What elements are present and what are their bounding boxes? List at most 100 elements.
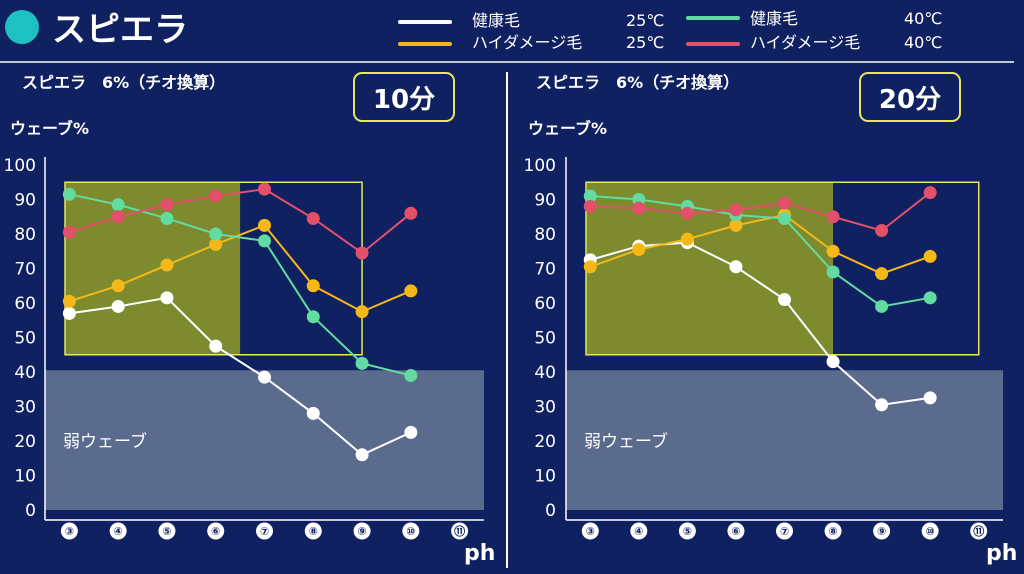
y-tick-label: 90 bbox=[14, 191, 36, 211]
x-tick-badge bbox=[630, 522, 648, 540]
y-tick-label: 30 bbox=[534, 398, 556, 418]
x-tick-label: ③ bbox=[65, 525, 74, 538]
x-tick-label: ④ bbox=[634, 525, 643, 538]
data-point bbox=[258, 182, 271, 196]
legend-temp: 25℃ bbox=[626, 11, 664, 30]
y-axis-label: ウェーブ% bbox=[528, 119, 607, 138]
data-point bbox=[923, 249, 937, 263]
x-tick-label: ⑪ bbox=[454, 524, 465, 538]
series-line-62dba0 bbox=[69, 193, 412, 377]
x-tick-badge bbox=[873, 522, 891, 540]
legend-name: ハイダメージ毛 bbox=[472, 33, 582, 52]
y-axis-label: ウェーブ% bbox=[10, 119, 89, 138]
data-point bbox=[62, 306, 76, 320]
data-point bbox=[826, 244, 840, 258]
data-point bbox=[404, 284, 418, 298]
x-tick-badge bbox=[207, 522, 225, 540]
title-dot-icon bbox=[5, 10, 39, 44]
data-point bbox=[160, 258, 174, 272]
y-tick-label: 10 bbox=[534, 467, 556, 487]
x-tick-label: ⑦ bbox=[780, 525, 789, 538]
x-tick-badge bbox=[970, 522, 988, 540]
x-tick-label: ⑨ bbox=[877, 525, 886, 538]
series-line-62dba0 bbox=[590, 195, 931, 308]
weak-wave-label: 弱ウェーブ bbox=[63, 431, 147, 452]
data-point bbox=[355, 356, 369, 370]
data-point bbox=[111, 299, 125, 313]
x-tick-badge bbox=[109, 522, 127, 540]
x-tick-label: ⑥ bbox=[211, 525, 220, 538]
series-line-f5b817 bbox=[69, 224, 412, 313]
y-tick-label: 0 bbox=[545, 501, 556, 521]
x-tick-badge bbox=[256, 522, 273, 540]
y-tick-label: 60 bbox=[534, 294, 556, 314]
x-tick-badge bbox=[921, 522, 939, 540]
x-tick-label: ⑩ bbox=[406, 525, 415, 538]
x-tick-badge bbox=[581, 522, 599, 540]
data-point bbox=[258, 370, 271, 384]
data-point bbox=[306, 211, 320, 225]
y-tick-label: 30 bbox=[14, 398, 36, 418]
x-axis-label: ph bbox=[986, 541, 1017, 566]
y-tick-label: 20 bbox=[534, 432, 556, 452]
legend-temp: 40℃ bbox=[904, 9, 942, 28]
weak-wave-zone bbox=[45, 370, 484, 510]
data-point bbox=[583, 199, 597, 213]
data-point bbox=[160, 198, 174, 212]
legend-name: 健康毛 bbox=[472, 11, 520, 30]
data-point bbox=[209, 237, 223, 251]
data-point bbox=[923, 391, 937, 405]
page-title: スピエラ bbox=[52, 10, 188, 50]
data-point bbox=[306, 310, 320, 324]
x-tick-badge bbox=[402, 522, 420, 540]
x-tick-label: ⑩ bbox=[926, 525, 935, 538]
data-point bbox=[923, 291, 937, 305]
chart-subtitle: スピエラ 6%（チオ換算） bbox=[22, 73, 225, 92]
x-tick-badge bbox=[353, 522, 371, 540]
data-point bbox=[404, 368, 418, 382]
data-point bbox=[404, 425, 418, 439]
data-point bbox=[258, 218, 271, 232]
chart-subtitle: スピエラ 6%（チオ換算） bbox=[536, 73, 739, 92]
x-tick-badge bbox=[776, 522, 793, 540]
x-tick-badge bbox=[304, 522, 322, 540]
legend-item-healthy-25: 健康毛 25℃ bbox=[398, 11, 664, 30]
chart-title-box bbox=[859, 72, 961, 122]
data-point bbox=[778, 211, 791, 225]
data-point bbox=[404, 206, 418, 220]
series-line-f5b817 bbox=[589, 214, 931, 275]
series-line-e2506a bbox=[69, 188, 412, 254]
optimal-zone-fill bbox=[65, 182, 241, 355]
data-point bbox=[160, 211, 174, 225]
x-tick-badge bbox=[727, 522, 745, 540]
data-point bbox=[680, 232, 694, 246]
data-point bbox=[729, 218, 743, 232]
x-tick-label: ⑤ bbox=[162, 525, 171, 538]
x-tick-label: ⑨ bbox=[357, 525, 366, 538]
x-tick-label: ⑪ bbox=[973, 524, 984, 538]
x-tick-label: ⑤ bbox=[683, 525, 692, 538]
chart-panel-20min: スピエラ 6%（チオ換算） 20分 ウェーブ% ph 弱ウェーブ 0 10 20 30 4… bbox=[524, 72, 1017, 566]
y-tick-label: 40 bbox=[14, 363, 36, 383]
y-tick-label: 0 bbox=[25, 501, 36, 521]
y-tick-label: 100 bbox=[524, 156, 556, 176]
x-axis-label: ph bbox=[464, 541, 495, 566]
y-tick-label: 70 bbox=[534, 260, 556, 280]
y-tick-label: 80 bbox=[534, 225, 556, 245]
data-point bbox=[875, 224, 889, 238]
legend-temp: 40℃ bbox=[904, 33, 942, 52]
data-point bbox=[826, 265, 840, 279]
data-point bbox=[62, 294, 76, 308]
data-point bbox=[160, 291, 174, 305]
data-point bbox=[209, 227, 223, 241]
data-point bbox=[258, 234, 271, 248]
data-point bbox=[583, 260, 597, 274]
legend-temp: 25℃ bbox=[626, 33, 664, 52]
y-tick-label: 10 bbox=[14, 467, 36, 487]
legend-name: ハイダメージ毛 bbox=[750, 33, 860, 52]
data-point bbox=[111, 198, 125, 212]
series-line-ffffff bbox=[590, 241, 931, 406]
y-tick-label: 60 bbox=[14, 294, 36, 314]
x-tick-label: ④ bbox=[114, 525, 123, 538]
